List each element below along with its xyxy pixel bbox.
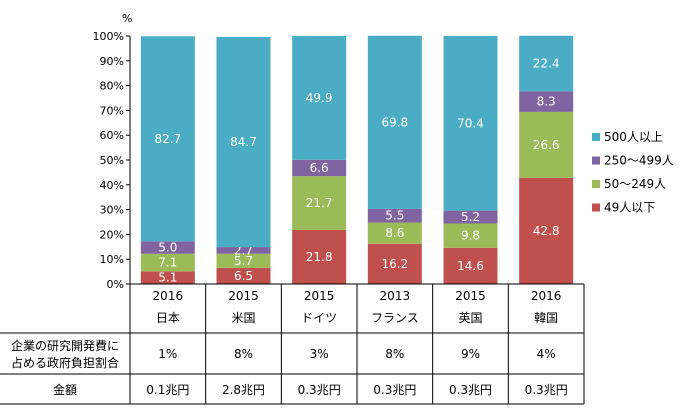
y-tick-label: 0% xyxy=(107,278,124,291)
data-label: 21.7 xyxy=(306,196,333,210)
y-tick-label: 90% xyxy=(100,55,124,68)
category-label: 韓国 xyxy=(534,311,558,325)
legend-label: 50～249人 xyxy=(604,177,666,191)
table-cell-share: 8% xyxy=(234,347,253,361)
category-label: 英国 xyxy=(458,311,482,325)
data-label: 5.1 xyxy=(158,271,177,285)
legend-swatch xyxy=(592,156,600,165)
table-cell-amount: 0.3兆円 xyxy=(525,383,568,397)
legend-swatch xyxy=(592,180,600,188)
data-label: 5.7 xyxy=(234,254,253,268)
data-label: 82.7 xyxy=(154,132,181,146)
y-tick-label: 20% xyxy=(100,228,124,241)
category-label: ドイツ xyxy=(301,311,337,325)
y-axis-unit: % xyxy=(122,12,132,25)
bar-segment xyxy=(519,177,574,284)
bar-segment xyxy=(216,253,271,268)
table-cell-amount: 0.1兆円 xyxy=(146,383,189,397)
bar-segment xyxy=(443,247,498,284)
bar-segment xyxy=(292,36,347,160)
table-cell-share: 8% xyxy=(385,347,404,361)
bar-segment xyxy=(519,91,574,112)
legend-swatch xyxy=(592,203,600,212)
bar-segment xyxy=(140,253,195,272)
legend-swatch xyxy=(592,133,600,141)
data-label: 69.8 xyxy=(381,115,408,129)
y-tick-label: 50% xyxy=(100,154,124,167)
category-label: 米国 xyxy=(231,311,255,325)
data-label: 5.2 xyxy=(461,210,480,224)
legend-label: 250～499人 xyxy=(604,154,674,168)
y-tick-label: 60% xyxy=(100,129,124,142)
bar-segment xyxy=(519,111,574,178)
bar-segment xyxy=(216,267,271,284)
table-cell-share: 9% xyxy=(461,347,480,361)
bar-segment xyxy=(216,36,271,248)
data-label: 22.4 xyxy=(533,57,560,71)
data-label: 70.4 xyxy=(457,116,484,130)
category-year: 2016 xyxy=(153,289,184,303)
table-cell-share: 4% xyxy=(537,347,556,361)
table-cell-share: 3% xyxy=(310,347,329,361)
bar-segment xyxy=(443,210,498,224)
bar-segment xyxy=(367,222,422,244)
bar-segment xyxy=(443,36,498,211)
data-label: 26.6 xyxy=(533,138,560,152)
data-label: 49.9 xyxy=(306,91,333,105)
bar-segment xyxy=(443,223,498,248)
bar-segment xyxy=(140,241,195,254)
data-label: 16.2 xyxy=(381,257,408,271)
table-cell-amount: 0.3兆円 xyxy=(449,383,492,397)
bar-segment xyxy=(367,243,422,284)
bar-segment xyxy=(292,176,347,230)
y-tick-label: 100% xyxy=(93,30,124,43)
data-label: 5.5 xyxy=(385,209,404,223)
table-cell-amount: 2.8兆円 xyxy=(222,383,265,397)
bar-segment xyxy=(140,271,195,284)
bar-segment xyxy=(292,159,347,177)
legend-label: 500人以上 xyxy=(604,130,663,144)
data-label: 5.0 xyxy=(158,241,177,255)
category-year: 2016 xyxy=(531,289,562,303)
data-label: 14.6 xyxy=(457,259,484,273)
data-label: 6.5 xyxy=(234,269,253,283)
table-row-label: 企業の研究開発費に xyxy=(11,338,119,353)
legend-label: 49人以下 xyxy=(604,201,655,215)
y-tick-label: 30% xyxy=(100,204,124,217)
category-year: 2015 xyxy=(455,289,486,303)
bar-segment xyxy=(292,229,347,284)
data-label: 84.7 xyxy=(230,135,257,149)
table-cell-share: 1% xyxy=(158,347,177,361)
table-cell-amount: 0.3兆円 xyxy=(373,383,416,397)
bar-segment xyxy=(367,208,422,223)
y-tick-label: 80% xyxy=(100,80,124,93)
category-year: 2015 xyxy=(304,289,335,303)
data-label: 6.6 xyxy=(310,161,329,175)
category-year: 2015 xyxy=(228,289,259,303)
y-tick-label: 70% xyxy=(100,104,124,117)
bar-segment xyxy=(216,247,271,254)
bar-segment xyxy=(140,36,195,242)
y-tick-label: 40% xyxy=(100,179,124,192)
category-year: 2013 xyxy=(380,289,411,303)
table-row-label: 金額 xyxy=(53,382,77,397)
table-cell-amount: 0.3兆円 xyxy=(298,383,341,397)
bar-segment xyxy=(367,35,422,209)
data-label: 7.1 xyxy=(158,256,177,270)
table-row-label: 占める政府負担割合 xyxy=(11,355,119,370)
data-label: 9.8 xyxy=(461,229,480,243)
category-label: 日本 xyxy=(156,311,180,325)
data-label: 8.6 xyxy=(385,226,404,240)
bar-segment xyxy=(519,35,574,92)
category-label: フランス xyxy=(371,311,419,325)
data-label: 21.8 xyxy=(306,250,333,264)
data-label: 42.8 xyxy=(533,224,560,238)
y-tick-label: 10% xyxy=(100,253,124,266)
data-label: 8.3 xyxy=(537,95,556,109)
